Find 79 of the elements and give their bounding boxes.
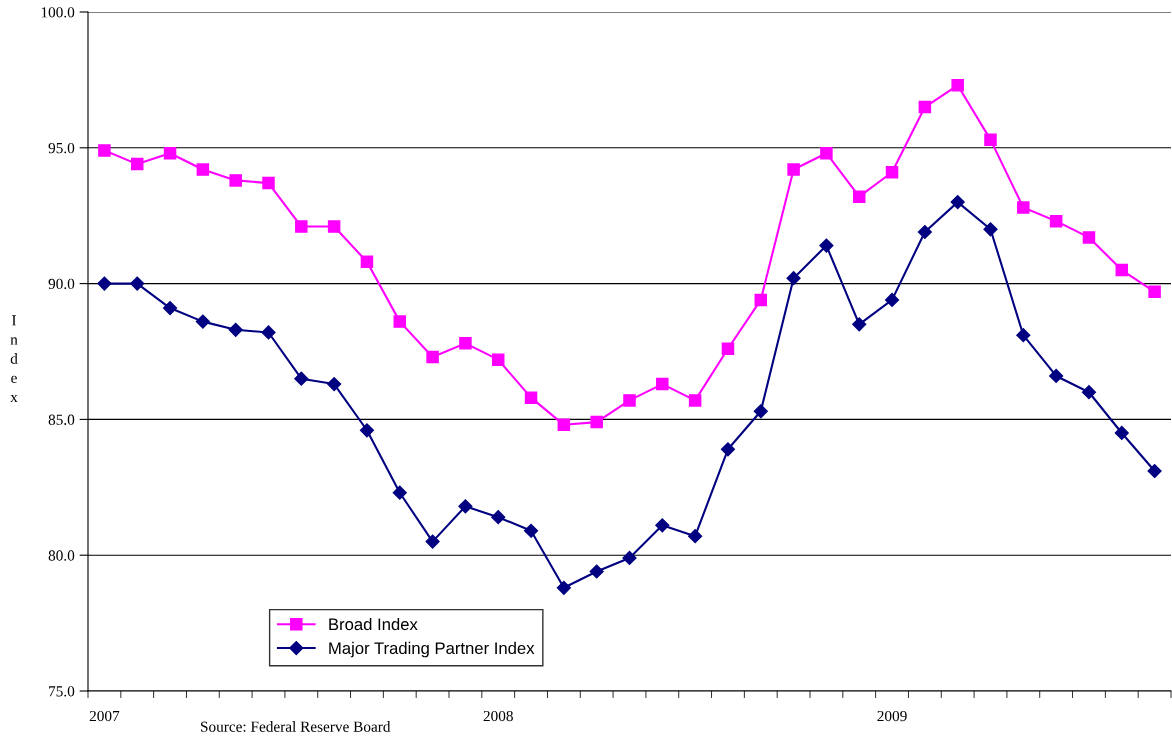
point bbox=[885, 165, 899, 179]
point bbox=[984, 133, 997, 146]
point bbox=[1049, 214, 1063, 228]
y-tick-label: 75.0 bbox=[49, 686, 75, 697]
point bbox=[229, 174, 242, 187]
point bbox=[721, 342, 735, 356]
point bbox=[918, 100, 932, 114]
point bbox=[884, 292, 900, 307]
point bbox=[458, 499, 473, 514]
point bbox=[917, 224, 932, 240]
x-tick-label: 2009 bbox=[877, 710, 907, 722]
point bbox=[393, 315, 407, 328]
point bbox=[130, 276, 145, 291]
y-tick-label: 85.0 bbox=[48, 414, 75, 425]
point bbox=[786, 271, 801, 286]
point bbox=[459, 337, 472, 350]
point bbox=[1147, 463, 1162, 479]
point bbox=[327, 220, 341, 233]
point bbox=[557, 418, 571, 432]
point bbox=[951, 79, 964, 92]
point bbox=[556, 580, 571, 595]
y-tick-label: 90.0 bbox=[48, 278, 75, 290]
point bbox=[327, 377, 342, 392]
y-axis-title: Index bbox=[10, 315, 18, 402]
point bbox=[852, 190, 866, 203]
point bbox=[1114, 425, 1129, 441]
point bbox=[130, 157, 144, 171]
legend-label: Broad Index bbox=[329, 617, 418, 631]
y-tick-label: 95.0 bbox=[48, 142, 75, 154]
y-tick-label: 100.0 bbox=[41, 7, 75, 18]
point bbox=[1049, 368, 1064, 384]
point bbox=[360, 255, 374, 269]
point bbox=[688, 394, 702, 407]
source-note: Source: Federal Reserve Board bbox=[201, 721, 391, 732]
point bbox=[623, 394, 636, 407]
point bbox=[852, 317, 867, 332]
point bbox=[491, 510, 506, 525]
point bbox=[1017, 201, 1030, 214]
point bbox=[523, 523, 539, 538]
x-tick-label: 2007 bbox=[89, 710, 120, 722]
point bbox=[754, 293, 768, 307]
point bbox=[524, 391, 538, 404]
point bbox=[1115, 263, 1129, 277]
point bbox=[491, 353, 505, 366]
point bbox=[196, 163, 210, 176]
point bbox=[656, 377, 669, 391]
point bbox=[589, 564, 604, 579]
point bbox=[950, 195, 965, 210]
point bbox=[753, 404, 768, 419]
point bbox=[98, 144, 111, 157]
point bbox=[655, 518, 670, 533]
point bbox=[262, 176, 275, 190]
point bbox=[426, 350, 439, 364]
point bbox=[1016, 328, 1031, 343]
x-tick-label: 2008 bbox=[483, 710, 513, 722]
point bbox=[261, 325, 276, 340]
point bbox=[294, 371, 309, 386]
point bbox=[228, 322, 243, 337]
point bbox=[983, 222, 998, 237]
y-tick-label: 80.0 bbox=[48, 550, 75, 561]
legend-label: Major Trading Partner Index bbox=[329, 641, 535, 658]
point bbox=[97, 276, 112, 291]
point bbox=[195, 314, 210, 329]
point bbox=[688, 529, 703, 544]
point bbox=[622, 550, 637, 565]
point bbox=[162, 300, 178, 316]
point bbox=[425, 534, 440, 549]
point bbox=[295, 220, 308, 233]
point bbox=[163, 146, 177, 160]
point bbox=[1082, 231, 1096, 244]
point bbox=[819, 238, 834, 253]
point bbox=[590, 415, 603, 429]
point bbox=[392, 485, 407, 500]
point bbox=[1148, 285, 1161, 298]
point bbox=[359, 423, 375, 438]
point bbox=[720, 442, 736, 457]
point bbox=[820, 146, 833, 160]
point bbox=[1081, 385, 1097, 400]
point bbox=[787, 163, 800, 176]
